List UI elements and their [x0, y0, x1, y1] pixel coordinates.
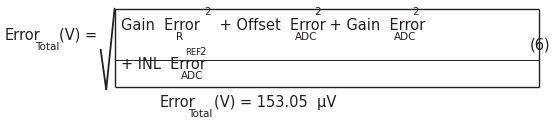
Text: + Offset  Error: + Offset Error: [215, 18, 326, 33]
Text: + Gain  Error: + Gain Error: [325, 18, 425, 33]
Text: 2: 2: [204, 7, 211, 17]
Text: R: R: [176, 32, 183, 42]
Text: + INL  Error: + INL Error: [121, 57, 206, 72]
Text: Error: Error: [159, 95, 195, 110]
Text: ADC: ADC: [181, 71, 203, 81]
Text: 2: 2: [200, 46, 206, 57]
Text: Gain  Error: Gain Error: [121, 18, 200, 33]
Text: (6): (6): [530, 38, 551, 53]
Text: ADC: ADC: [394, 32, 416, 42]
Text: Total: Total: [35, 42, 60, 52]
Text: 2: 2: [413, 7, 419, 17]
Text: 2: 2: [314, 7, 321, 17]
Text: Total: Total: [188, 108, 213, 119]
Text: (V) = 153.05  μV: (V) = 153.05 μV: [214, 95, 337, 110]
Text: Error: Error: [4, 28, 40, 43]
Text: REF: REF: [186, 48, 202, 57]
Text: ADC: ADC: [295, 32, 318, 42]
Text: (V) =: (V) =: [59, 28, 97, 43]
